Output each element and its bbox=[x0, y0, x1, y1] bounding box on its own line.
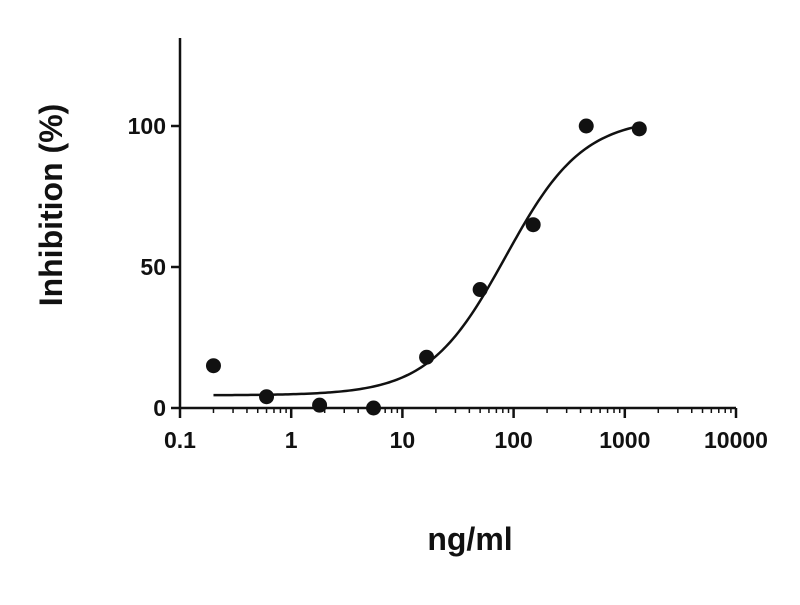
y-axis-title: Inhibition (%) bbox=[33, 104, 69, 307]
data-point bbox=[366, 400, 382, 416]
data-point bbox=[631, 121, 647, 137]
data-point bbox=[419, 349, 435, 365]
x-tick-label: 100 bbox=[494, 427, 532, 453]
x-tick-label: 10000 bbox=[704, 427, 768, 453]
data-point bbox=[472, 282, 488, 298]
data-point bbox=[205, 358, 221, 374]
x-tick-label: 1 bbox=[285, 427, 298, 453]
x-tick-label: 10 bbox=[390, 427, 416, 453]
x-tick-label: 1000 bbox=[599, 427, 650, 453]
data-points-layer bbox=[205, 118, 647, 416]
y-tick-label: 50 bbox=[140, 254, 166, 280]
y-tick-label: 100 bbox=[128, 113, 166, 139]
data-point bbox=[312, 397, 328, 413]
axes: 0 50 100 0.1 1 10 100 1000 10000 bbox=[128, 38, 768, 453]
y-tick-label: 0 bbox=[153, 395, 166, 421]
data-point bbox=[525, 217, 541, 233]
x-axis-title: ng/ml bbox=[427, 521, 512, 557]
data-point bbox=[578, 118, 594, 134]
x-tick-label: 0.1 bbox=[164, 427, 196, 453]
data-point bbox=[259, 389, 275, 405]
